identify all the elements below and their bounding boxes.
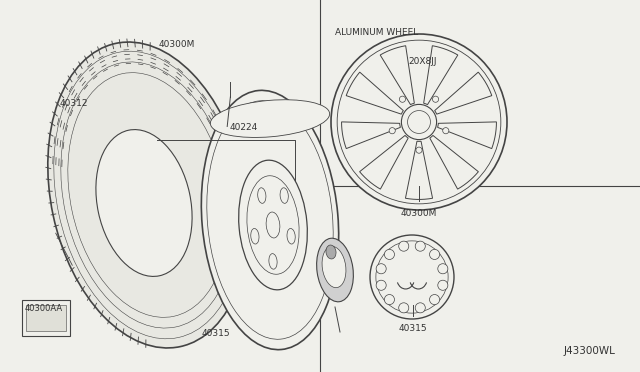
Ellipse shape	[96, 129, 192, 276]
Circle shape	[399, 303, 409, 313]
Circle shape	[399, 96, 406, 102]
Ellipse shape	[251, 228, 259, 244]
Circle shape	[429, 249, 440, 259]
Ellipse shape	[239, 160, 307, 290]
Ellipse shape	[211, 100, 330, 138]
Text: 40315: 40315	[202, 329, 230, 338]
Ellipse shape	[326, 245, 336, 259]
Circle shape	[385, 249, 394, 259]
Text: 20X8JJ: 20X8JJ	[408, 57, 436, 66]
Circle shape	[389, 128, 396, 134]
Circle shape	[429, 295, 440, 305]
Ellipse shape	[202, 90, 339, 350]
Ellipse shape	[322, 246, 346, 288]
Circle shape	[415, 303, 426, 313]
Ellipse shape	[48, 42, 248, 348]
Text: 40300M: 40300M	[159, 40, 195, 49]
Circle shape	[415, 241, 426, 251]
Text: 40300AA: 40300AA	[24, 304, 63, 312]
Text: 40312: 40312	[60, 99, 88, 108]
Circle shape	[385, 295, 394, 305]
Circle shape	[433, 96, 438, 102]
Bar	[22, 300, 70, 336]
Ellipse shape	[280, 188, 288, 203]
Circle shape	[401, 105, 436, 140]
Text: 40300M: 40300M	[401, 209, 437, 218]
Circle shape	[438, 280, 448, 290]
Circle shape	[376, 280, 386, 290]
Ellipse shape	[287, 228, 295, 244]
Circle shape	[376, 264, 386, 274]
Ellipse shape	[269, 254, 277, 269]
Circle shape	[443, 128, 449, 134]
Circle shape	[438, 264, 448, 274]
Text: 40315: 40315	[399, 324, 427, 333]
Text: J43300WL: J43300WL	[564, 346, 616, 356]
Circle shape	[399, 241, 409, 251]
Text: ALUMINUM WHEEL: ALUMINUM WHEEL	[335, 28, 419, 37]
Ellipse shape	[317, 238, 353, 302]
Bar	[26, 305, 66, 331]
Circle shape	[416, 147, 422, 153]
Circle shape	[331, 34, 507, 210]
Circle shape	[370, 235, 454, 319]
Ellipse shape	[258, 188, 266, 203]
Text: 40224: 40224	[229, 123, 257, 132]
Ellipse shape	[266, 212, 280, 238]
